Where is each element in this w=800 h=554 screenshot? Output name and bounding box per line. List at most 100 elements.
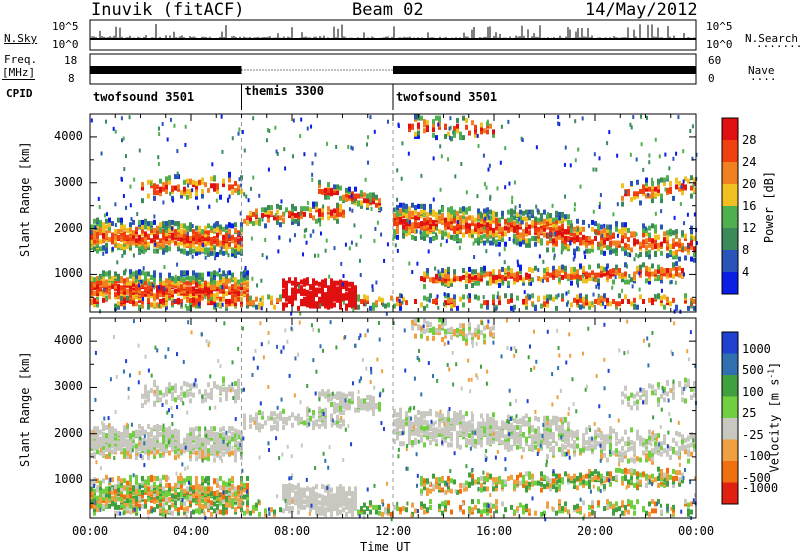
data-cell [636, 265, 639, 271]
data-cell [423, 277, 426, 283]
data-cell [477, 208, 480, 214]
data-cell [402, 296, 405, 302]
scatter-point [511, 195, 514, 200]
data-cell [537, 276, 540, 282]
scatter-point [569, 163, 572, 168]
scatter-point [557, 115, 560, 120]
scatter-point [487, 215, 490, 220]
data-cell [555, 210, 558, 216]
data-cell [129, 433, 132, 439]
data-cell [222, 250, 225, 256]
data-cell [135, 489, 138, 495]
data-cell [657, 246, 660, 252]
data-cell [147, 233, 150, 239]
data-cell [120, 276, 123, 282]
data-cell [213, 284, 216, 290]
data-cell [609, 249, 612, 255]
scatter-point [419, 230, 422, 235]
data-cell [183, 223, 186, 229]
data-cell [177, 482, 180, 488]
data-cell [159, 508, 162, 514]
data-cell [198, 484, 201, 490]
scatter-point [551, 203, 554, 208]
data-cell [465, 207, 468, 213]
data-cell [162, 438, 165, 444]
scatter-point [177, 174, 180, 179]
data-cell [108, 442, 111, 448]
scatter-point [554, 231, 557, 236]
data-cell [582, 278, 585, 284]
data-cell [240, 271, 243, 277]
scatter-point [369, 115, 372, 120]
data-cell [150, 506, 153, 512]
data-cell [312, 201, 315, 207]
scatter-point [157, 155, 160, 160]
scatter-point [139, 271, 142, 276]
data-cell [669, 180, 672, 186]
data-cell [165, 295, 168, 301]
data-cell [204, 247, 207, 253]
data-cell [270, 210, 273, 216]
beam-title: Beam 02 [352, 0, 424, 20]
data-cell [561, 264, 564, 270]
data-cell [531, 277, 534, 283]
data-cell [234, 507, 237, 513]
data-cell [228, 502, 231, 508]
data-cell [372, 199, 375, 205]
scatter-point [176, 262, 179, 267]
data-cell [246, 270, 249, 276]
data-cell [633, 271, 636, 277]
data-cell [195, 191, 198, 197]
data-cell [417, 122, 420, 128]
data-cell [156, 184, 159, 190]
data-cell [210, 486, 213, 492]
data-cell [159, 431, 162, 437]
data-cell [204, 397, 207, 403]
data-cell [153, 248, 156, 254]
data-cell [555, 229, 558, 235]
data-cell [189, 435, 192, 441]
scatter-point [664, 187, 667, 192]
data-cell [255, 208, 258, 214]
data-cell [555, 294, 558, 300]
data-cell [234, 284, 237, 290]
data-cell [330, 187, 333, 193]
data-cell [135, 453, 138, 459]
data-cell [372, 195, 375, 201]
data-cell [309, 290, 312, 296]
data-cell [90, 486, 93, 492]
data-cell [540, 303, 543, 309]
data-cell [486, 226, 489, 232]
data-cell [174, 240, 177, 246]
data-cell [423, 230, 426, 236]
data-cell [690, 245, 693, 251]
data-cell [318, 211, 321, 217]
data-cell [225, 249, 228, 255]
data-cell [141, 445, 144, 451]
data-cell [102, 492, 105, 498]
scatter-point [344, 242, 347, 247]
scatter-point [290, 311, 293, 316]
scatter-point [516, 259, 519, 264]
data-cell [432, 119, 435, 125]
data-cell [453, 217, 456, 223]
data-cell [192, 431, 195, 437]
data-cell [228, 384, 231, 390]
data-cell [213, 250, 216, 256]
data-cell [495, 217, 498, 223]
data-cell [339, 207, 342, 213]
data-cell [336, 207, 339, 213]
scatter-point [258, 193, 261, 198]
data-cell [525, 226, 528, 232]
data-cell [609, 229, 612, 235]
data-cell [189, 398, 192, 404]
data-cell [285, 280, 288, 286]
data-cell [675, 177, 678, 183]
data-cell [525, 222, 528, 228]
data-cell [108, 431, 111, 437]
scatter-point [452, 130, 455, 135]
data-cell [201, 282, 204, 288]
data-cell [93, 277, 96, 283]
data-cell [147, 475, 150, 481]
data-cell [165, 482, 168, 488]
